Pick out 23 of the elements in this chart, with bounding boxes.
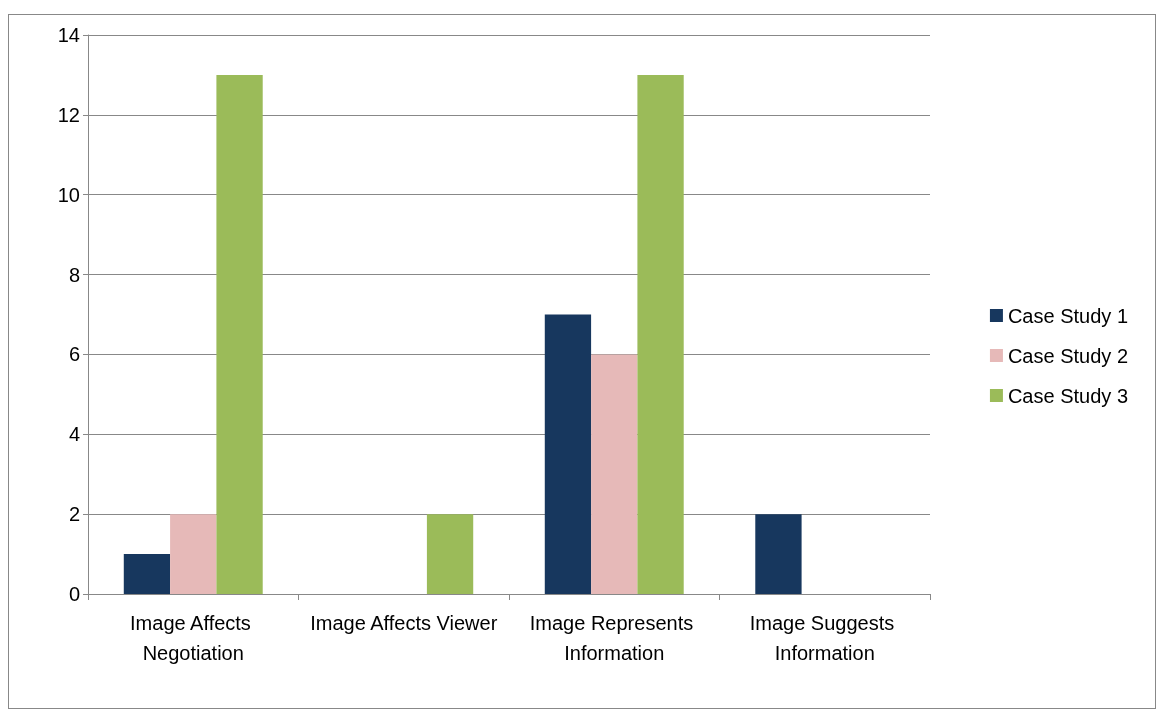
legend-label: Case Study 1 <box>1007 304 1129 327</box>
x-tick-label: Image Affects Viewer <box>310 612 498 634</box>
x-tick-label: Image Affects Negotiation <box>130 612 257 664</box>
legend-label: Case Study 3 <box>1007 384 1129 407</box>
y-tick-label: 4 <box>68 423 80 446</box>
legend-label: Case Study 2 <box>1007 344 1129 367</box>
y-tick-label: 8 <box>68 263 80 286</box>
bar <box>591 354 638 594</box>
bar <box>426 514 474 594</box>
bar <box>216 74 263 594</box>
x-tick-label: Image Represents Information <box>529 612 699 664</box>
x-tick-label: Image Suggests Information <box>749 612 900 664</box>
y-tick-label: 14 <box>57 24 80 46</box>
bar <box>170 514 217 594</box>
bar <box>637 74 684 594</box>
bar <box>544 314 592 594</box>
bar <box>123 554 171 594</box>
bar <box>755 514 802 594</box>
y-tick-label: 2 <box>68 503 80 526</box>
y-tick-label: 6 <box>68 343 80 366</box>
y-tick-label: 0 <box>68 583 80 605</box>
y-tick-label: 12 <box>57 103 80 126</box>
y-tick-label: 10 <box>57 183 80 206</box>
